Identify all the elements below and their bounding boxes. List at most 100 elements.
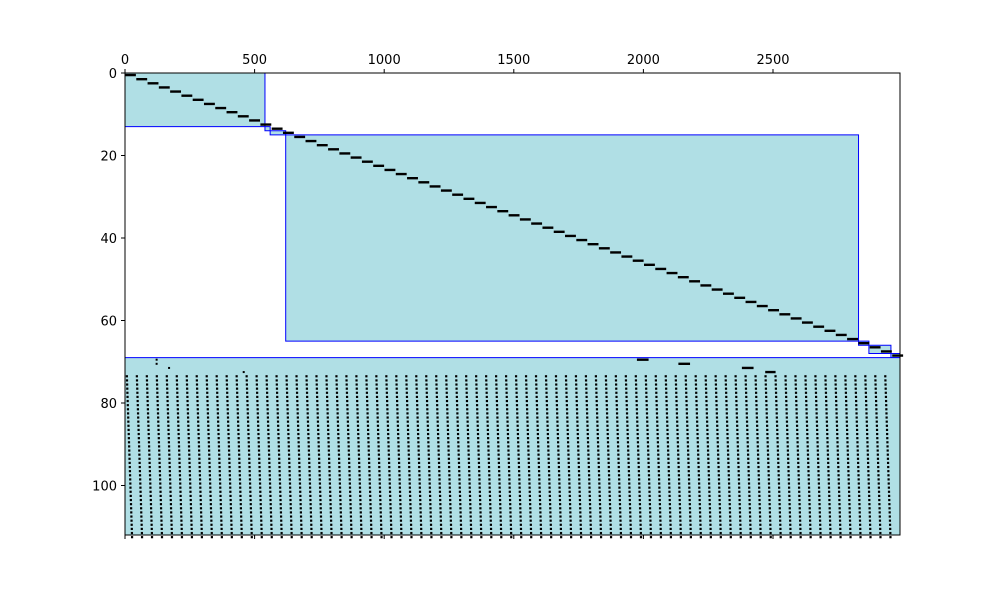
dense-point	[769, 503, 771, 505]
dense-point	[429, 491, 431, 493]
dense-point	[319, 478, 321, 480]
dense-point	[128, 449, 130, 451]
dense-point	[326, 404, 328, 406]
dense-point	[365, 379, 367, 381]
dense-point	[606, 412, 608, 414]
dense-point	[698, 487, 700, 489]
dense-point	[625, 379, 627, 381]
dense-point	[207, 421, 209, 423]
dense-point	[285, 375, 287, 377]
dense-point	[476, 404, 478, 406]
dense-point	[558, 487, 560, 489]
dense-point	[597, 437, 599, 439]
dense-point	[548, 487, 550, 489]
dense-point	[387, 416, 389, 418]
dense-point	[475, 383, 477, 385]
dense-point	[126, 375, 128, 377]
dense-point	[497, 445, 499, 447]
dense-point	[269, 487, 271, 489]
dense-point	[190, 495, 192, 497]
dense-point	[157, 404, 159, 406]
dense-point	[606, 408, 608, 410]
dense-point	[247, 433, 249, 435]
dense-point	[269, 499, 271, 501]
dense-point	[229, 495, 231, 497]
dense-point	[348, 449, 350, 451]
dense-point	[219, 482, 221, 484]
dense-point	[555, 392, 557, 394]
dense-point	[129, 470, 131, 472]
dense-point	[468, 458, 470, 460]
dense-point	[346, 383, 348, 385]
dense-point	[589, 503, 591, 505]
dense-point	[486, 412, 488, 414]
dense-point	[606, 425, 608, 427]
dense-point	[477, 441, 479, 443]
dense-point	[190, 511, 192, 513]
dense-point	[249, 478, 251, 480]
dense-point	[435, 375, 437, 377]
dense-point	[535, 388, 537, 390]
dense-point	[367, 416, 369, 418]
dense-point	[456, 392, 458, 394]
dense-point	[637, 449, 639, 451]
dense-point	[636, 404, 638, 406]
dense-point	[190, 515, 192, 517]
dense-point	[468, 474, 470, 476]
dense-point	[635, 379, 637, 381]
dense-point	[137, 416, 139, 418]
dense-point	[446, 408, 448, 410]
dense-point	[577, 433, 579, 435]
dense-point	[409, 487, 411, 489]
dense-point	[665, 392, 667, 394]
dense-point	[349, 482, 351, 484]
dense-point	[609, 503, 611, 505]
dense-point	[578, 482, 580, 484]
dense-point	[649, 495, 651, 497]
dense-point	[468, 462, 470, 464]
dense-point	[795, 379, 797, 381]
dense-point	[126, 379, 128, 381]
dense-point	[695, 392, 697, 394]
dense-point	[308, 454, 310, 456]
dense-point	[806, 433, 808, 435]
dense-point	[687, 454, 689, 456]
dense-point	[838, 503, 840, 505]
dense-point	[480, 536, 482, 538]
dense-point	[837, 466, 839, 468]
dense-point	[578, 470, 580, 472]
dense-point	[158, 441, 160, 443]
dense-point	[496, 412, 498, 414]
dense-point	[626, 425, 628, 427]
dense-point	[216, 383, 218, 385]
dense-point	[688, 482, 690, 484]
dense-point	[159, 487, 161, 489]
dense-point	[386, 388, 388, 390]
dense-point	[775, 408, 777, 410]
dense-point	[809, 528, 811, 530]
dense-point	[479, 503, 481, 505]
dense-point	[327, 421, 329, 423]
dense-point	[448, 474, 450, 476]
dense-point	[879, 524, 881, 526]
dense-point	[360, 507, 362, 509]
dense-point	[439, 487, 441, 489]
dense-point	[306, 408, 308, 410]
dense-point	[288, 458, 290, 460]
dense-point	[129, 478, 131, 480]
dense-point	[210, 507, 212, 509]
dense-point	[457, 445, 459, 447]
dense-point	[358, 454, 360, 456]
dense-point	[319, 487, 321, 489]
dense-point	[555, 379, 557, 381]
dense-point	[608, 470, 610, 472]
dense-point	[655, 375, 657, 377]
dense-point	[839, 532, 841, 534]
dense-point	[357, 421, 359, 423]
dense-point	[639, 495, 641, 497]
dense-point	[427, 433, 429, 435]
dense-point	[647, 433, 649, 435]
dense-point	[479, 499, 481, 501]
dense-point	[248, 466, 250, 468]
dense-point	[780, 536, 782, 538]
